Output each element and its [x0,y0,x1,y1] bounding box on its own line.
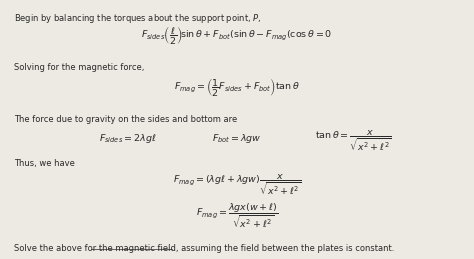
Text: Thus, we have: Thus, we have [14,159,75,168]
Text: $\tan\theta = \dfrac{x}{\sqrt{x^2+\ell^2}}$: $\tan\theta = \dfrac{x}{\sqrt{x^2+\ell^2… [315,128,392,154]
Text: $F_{sides}\left(\dfrac{\ell}{2}\right)\!\sin\theta + F_{bot}(\sin\theta - F_{mag: $F_{sides}\left(\dfrac{\ell}{2}\right)\!… [141,24,333,46]
Text: Solve the above for the magnetic field, assuming the field between the plates is: Solve the above for the magnetic field, … [14,244,394,253]
Text: The force due to gravity on the sides and bottom are: The force due to gravity on the sides an… [14,115,237,124]
Text: $F_{mag} = \left(\dfrac{1}{2}F_{sides} + F_{bot}\right)\tan\theta$: $F_{mag} = \left(\dfrac{1}{2}F_{sides} +… [174,76,300,98]
Text: $F_{mag} = (\lambda g\ell + \lambda gw)\dfrac{x}{\sqrt{x^2+\ell^2}}$: $F_{mag} = (\lambda g\ell + \lambda gw)\… [173,172,301,198]
Text: $F_{bot} = \lambda gw$: $F_{bot} = \lambda gw$ [212,132,262,145]
Text: $F_{mag} = \dfrac{\lambda gx(w+\ell)}{\sqrt{x^2+\ell^2}}$: $F_{mag} = \dfrac{\lambda gx(w+\ell)}{\s… [196,202,278,231]
Text: Solving for the magnetic force,: Solving for the magnetic force, [14,63,145,73]
Text: $F_{sides} = 2\lambda g\ell$: $F_{sides} = 2\lambda g\ell$ [99,132,157,145]
Text: Begin by balancing the torques about the support point, $P$,: Begin by balancing the torques about the… [14,12,262,25]
